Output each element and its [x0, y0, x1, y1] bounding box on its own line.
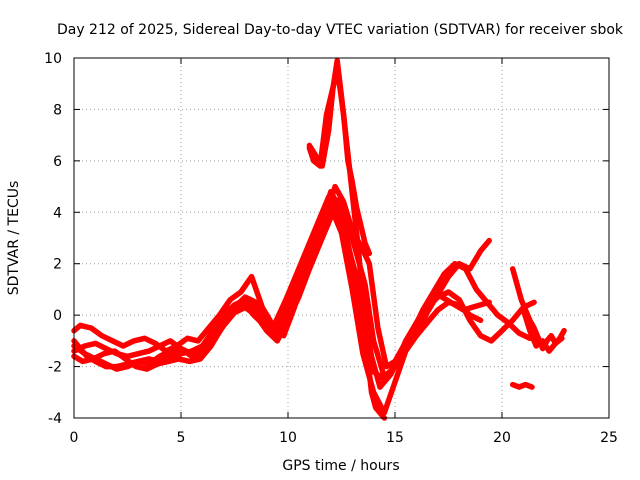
y-tick-label: 6	[53, 154, 62, 170]
y-tick-label: -4	[48, 411, 62, 427]
series-track-4	[71, 196, 537, 380]
y-tick-label: 0	[53, 308, 62, 324]
series-track-5	[71, 194, 533, 390]
plot-frame	[73, 57, 610, 419]
series-tail-2	[520, 307, 565, 354]
y-tick-label: 4	[53, 205, 62, 221]
x-tick-label: 15	[386, 430, 404, 446]
y-tick-label: 2	[53, 257, 62, 273]
y-tick-label: 8	[53, 102, 62, 118]
y-tick-labels: -4 -2 0 2 4 6 8 10	[44, 51, 62, 427]
y-tick-label: -2	[48, 360, 62, 376]
x-tick-label: 5	[177, 430, 186, 446]
x-tick-label: 25	[600, 430, 618, 446]
x-tick-label: 20	[493, 430, 511, 446]
x-tick-labels: 0 5 10 15 20 25	[70, 430, 618, 446]
axis-ticks	[73, 57, 610, 419]
data-series	[71, 57, 567, 421]
series-track-1	[71, 188, 484, 383]
y-tick-label: 10	[44, 51, 62, 67]
x-tick-label: 0	[70, 430, 79, 446]
x-tick-label: 10	[279, 430, 297, 446]
y-axis-label: SDTVAR / TECUs	[6, 181, 22, 296]
chart-title: Day 212 of 2025, Sidereal Day-to-day VTE…	[57, 22, 624, 38]
series-isolated	[509, 381, 535, 390]
x-axis-label: GPS time / hours	[282, 458, 399, 474]
series-burst-2	[306, 75, 373, 257]
series-track-3	[71, 183, 492, 370]
